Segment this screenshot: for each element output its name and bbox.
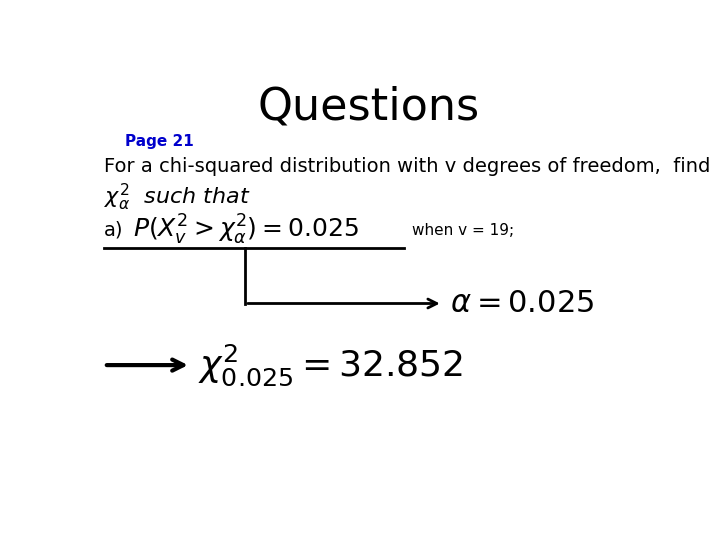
Text: Questions: Questions — [258, 86, 480, 129]
Text: $\chi^2_{0.025} = 32.852$: $\chi^2_{0.025} = 32.852$ — [199, 342, 463, 388]
Text: $\alpha = 0.025$: $\alpha = 0.025$ — [451, 289, 595, 318]
Text: when v = 19;: when v = 19; — [412, 223, 514, 238]
Text: Page 21: Page 21 — [125, 134, 194, 149]
Text: For a chi-squared distribution with v degrees of freedom,  find: For a chi-squared distribution with v de… — [104, 157, 711, 176]
Text: $P(X^2_v > \chi^2_{\alpha}) = 0.025$: $P(X^2_v > \chi^2_{\alpha}) = 0.025$ — [132, 213, 359, 247]
Text: a): a) — [104, 221, 123, 240]
Text: $\chi^2_{\alpha}$  such that: $\chi^2_{\alpha}$ such that — [104, 181, 251, 213]
